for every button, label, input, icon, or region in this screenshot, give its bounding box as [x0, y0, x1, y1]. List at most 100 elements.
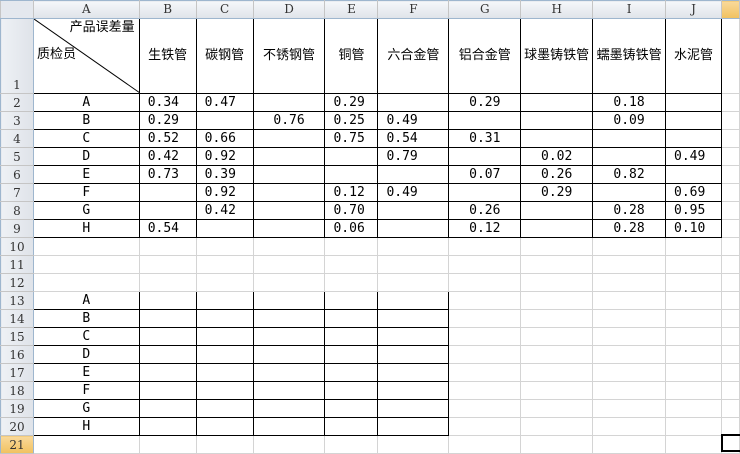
cell[interactable] [448, 291, 522, 310]
empty-table-cell[interactable] [138, 417, 197, 436]
empty-table-cell[interactable] [252, 291, 326, 310]
value-cell[interactable] [377, 219, 450, 238]
cell[interactable] [720, 345, 740, 364]
empty-table-cell[interactable] [324, 417, 379, 436]
inspector-cell[interactable]: F [32, 183, 140, 202]
value-cell[interactable]: 0.75 [324, 129, 379, 148]
cell[interactable] [720, 93, 740, 112]
value-cell[interactable]: 0.39 [195, 165, 254, 184]
cell[interactable] [520, 399, 594, 418]
cell[interactable] [720, 255, 740, 274]
cell[interactable] [720, 273, 740, 292]
empty-table-cell[interactable] [252, 345, 326, 364]
empty-table-cell[interactable] [377, 399, 450, 418]
empty-table-cell[interactable] [195, 381, 254, 400]
cell[interactable] [665, 237, 722, 256]
cell[interactable] [720, 363, 740, 382]
row-header[interactable]: 10 [0, 237, 34, 256]
value-cell[interactable]: 0.07 [448, 165, 522, 184]
cell[interactable] [32, 237, 140, 256]
inspector-cell[interactable]: D [32, 147, 140, 166]
cell[interactable] [138, 435, 197, 454]
value-cell[interactable] [252, 219, 326, 238]
empty-table-cell[interactable] [195, 363, 254, 382]
value-cell[interactable] [448, 183, 522, 202]
cell[interactable] [138, 273, 197, 292]
inspector-cell[interactable]: E [32, 363, 140, 382]
value-cell[interactable] [252, 129, 326, 148]
cell[interactable] [720, 183, 740, 202]
empty-table-cell[interactable] [324, 327, 379, 346]
cell[interactable] [520, 345, 594, 364]
value-cell[interactable] [138, 183, 197, 202]
empty-table-cell[interactable] [252, 381, 326, 400]
value-cell[interactable] [377, 165, 450, 184]
row-header[interactable]: 15 [0, 327, 34, 346]
inspector-cell[interactable]: G [32, 201, 140, 220]
value-cell[interactable]: 0.26 [448, 201, 522, 220]
value-cell[interactable] [592, 147, 667, 166]
product-header[interactable]: 蠕墨铸铁管 [592, 18, 667, 94]
inspector-cell[interactable]: G [32, 399, 140, 418]
cell[interactable] [520, 435, 594, 454]
empty-table-cell[interactable] [195, 417, 254, 436]
empty-table-cell[interactable] [377, 345, 450, 364]
cell[interactable] [520, 363, 594, 382]
value-cell[interactable] [377, 201, 450, 220]
empty-table-cell[interactable] [324, 363, 379, 382]
cell[interactable] [720, 291, 740, 310]
value-cell[interactable] [592, 129, 667, 148]
value-cell[interactable] [195, 219, 254, 238]
empty-table-cell[interactable] [195, 327, 254, 346]
row-header[interactable]: 11 [0, 255, 34, 274]
cell[interactable] [665, 435, 722, 454]
cell[interactable] [720, 381, 740, 400]
cell[interactable] [448, 309, 522, 328]
empty-table-cell[interactable] [377, 327, 450, 346]
inspector-cell[interactable]: E [32, 165, 140, 184]
cell[interactable] [592, 291, 667, 310]
empty-table-cell[interactable] [195, 291, 254, 310]
row-header[interactable]: 5 [0, 147, 34, 166]
empty-table-cell[interactable] [377, 381, 450, 400]
cell[interactable] [592, 399, 667, 418]
empty-table-cell[interactable] [138, 327, 197, 346]
value-cell[interactable]: 0.66 [195, 129, 254, 148]
value-cell[interactable] [252, 201, 326, 220]
cell[interactable] [720, 417, 740, 436]
value-cell[interactable] [665, 165, 722, 184]
value-cell[interactable] [252, 165, 326, 184]
row-header[interactable]: 9 [0, 219, 34, 238]
column-header[interactable]: D [252, 0, 326, 19]
empty-table-cell[interactable] [324, 291, 379, 310]
empty-table-cell[interactable] [138, 363, 197, 382]
row-header[interactable]: 8 [0, 201, 34, 220]
cell[interactable] [592, 309, 667, 328]
row-header[interactable]: 2 [0, 93, 34, 112]
value-cell[interactable]: 0.42 [138, 147, 197, 166]
value-cell[interactable]: 0.29 [520, 183, 594, 202]
value-cell[interactable]: 0.29 [138, 111, 197, 130]
row-header[interactable]: 16 [0, 345, 34, 364]
empty-table-cell[interactable] [195, 345, 254, 364]
value-cell[interactable]: 0.52 [138, 129, 197, 148]
value-cell[interactable] [520, 201, 594, 220]
cell[interactable] [520, 273, 594, 292]
value-cell[interactable]: 0.82 [592, 165, 667, 184]
value-cell[interactable]: 0.10 [665, 219, 722, 238]
product-header[interactable]: 铝合金管 [448, 18, 522, 94]
cell[interactable] [665, 363, 722, 382]
cell[interactable] [195, 273, 254, 292]
cell[interactable] [195, 255, 254, 274]
value-cell[interactable]: 0.79 [377, 147, 450, 166]
cell[interactable] [720, 147, 740, 166]
cell[interactable] [252, 273, 326, 292]
value-cell[interactable] [324, 165, 379, 184]
cell[interactable] [377, 237, 450, 256]
column-header[interactable]: I [592, 0, 667, 19]
cell[interactable] [520, 417, 594, 436]
cell[interactable] [448, 417, 522, 436]
inspector-cell[interactable]: C [32, 327, 140, 346]
cell[interactable] [377, 273, 450, 292]
